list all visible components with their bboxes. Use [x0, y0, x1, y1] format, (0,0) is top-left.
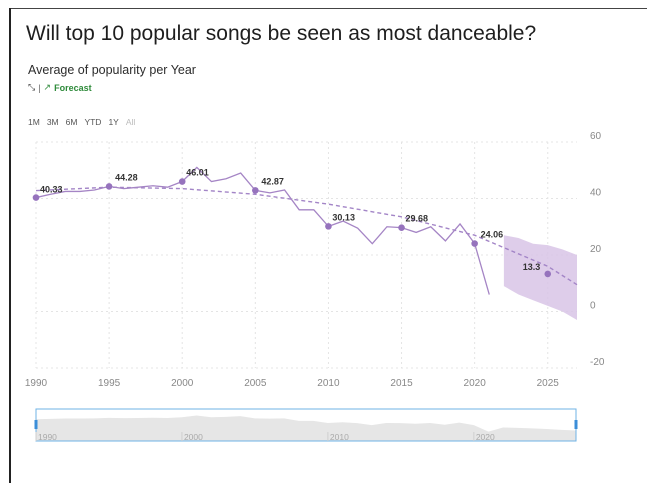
- x-tick-label-5: 2015: [390, 378, 413, 389]
- range-button-1m[interactable]: 1M: [28, 117, 40, 127]
- data-label-2000: 46.01: [186, 168, 209, 178]
- x-tick-label-2: 2000: [171, 378, 194, 389]
- range-button-6m[interactable]: 6M: [65, 117, 78, 127]
- y-tick-label-2: 20: [590, 244, 602, 255]
- trend-line-icon[interactable]: ⤡: [28, 82, 36, 92]
- data-point-2010[interactable]: [325, 223, 332, 230]
- forecast-arrow-icon[interactable]: ↗: [43, 82, 52, 92]
- x-tick-label-4: 2010: [317, 378, 340, 389]
- forecast-confidence-band: [503, 235, 577, 320]
- x-axis-tick-labels: 1990 1995 2000 2005 2010 2015 2020 2025: [25, 378, 559, 389]
- range-button-ytd[interactable]: YTD: [84, 117, 102, 127]
- x-tick-label-3: 2005: [244, 378, 267, 389]
- x-tick-label-0: 1990: [25, 378, 48, 389]
- navigator-area: [36, 415, 576, 441]
- data-point-1990[interactable]: [32, 194, 40, 201]
- data-point-2005[interactable]: [252, 187, 259, 194]
- frame-left-border: [9, 8, 11, 483]
- data-label-2005: 42.87: [261, 176, 284, 186]
- navigator-tick-label-1: 2000: [184, 432, 203, 442]
- range-button-3m[interactable]: 3M: [46, 117, 59, 127]
- x-tick-label-1: 1995: [98, 378, 121, 389]
- data-label-2025: 13.3: [523, 262, 541, 272]
- data-label-1990: 40.33: [40, 185, 63, 195]
- grid-lines: [35, 141, 577, 369]
- navigator-tick-label-2: 2010: [330, 432, 349, 442]
- x-tick-label-7: 2025: [537, 378, 560, 389]
- y-tick-label-4: -20: [590, 357, 605, 368]
- x-tick-label-6: 2020: [464, 378, 487, 389]
- y-axis-tick-labels: 60 40 20 0 -20: [590, 131, 605, 368]
- navigator-handle-left[interactable]: [34, 420, 38, 429]
- chart-title: Will top 10 popular songs be seen as mos…: [26, 22, 537, 45]
- data-point-2025[interactable]: [544, 270, 552, 278]
- data-label-2010: 30.13: [332, 212, 355, 222]
- data-label-1995: 44.28: [115, 172, 138, 182]
- data-point-2015[interactable]: [398, 224, 405, 231]
- forecast-toggle-row: ⤡ | ↗ Forecast: [28, 82, 92, 93]
- chart-subtitle: Average of popularity per Year: [28, 63, 196, 77]
- series-line-layer: [35, 166, 490, 295]
- y-tick-label-3: 0: [590, 301, 596, 312]
- range-button-1y[interactable]: 1Y: [108, 117, 119, 127]
- data-label-2020: 24.06: [481, 230, 504, 240]
- forecast-label[interactable]: Forecast: [54, 82, 92, 93]
- y-tick-label-1: 40: [590, 188, 602, 199]
- forecast-band: [503, 235, 577, 320]
- range-navigator[interactable]: 1990 2000 2010 2020: [34, 408, 578, 442]
- data-labels: 40.33 44.28 46.01 42.87 30.13 29.68 24.06 13.3: [40, 168, 540, 272]
- data-point-2020[interactable]: [471, 240, 478, 247]
- navigator-tick-label-3: 2020: [476, 432, 495, 442]
- separator: |: [38, 82, 41, 93]
- y-tick-label-0: 60: [590, 131, 602, 142]
- range-selector: 1M 3M 6M YTD 1Y All: [28, 117, 135, 127]
- data-point-markers: [32, 178, 552, 278]
- frame-top-border: [9, 8, 647, 9]
- data-label-2015: 29.68: [406, 214, 429, 224]
- navigator-handle-right[interactable]: [574, 420, 578, 429]
- data-point-2000[interactable]: [178, 178, 186, 185]
- navigator-tick-label-0: 1990: [38, 432, 57, 442]
- data-point-1995[interactable]: [105, 183, 113, 190]
- series-line-0: [35, 166, 490, 295]
- range-button-all: All: [125, 117, 136, 127]
